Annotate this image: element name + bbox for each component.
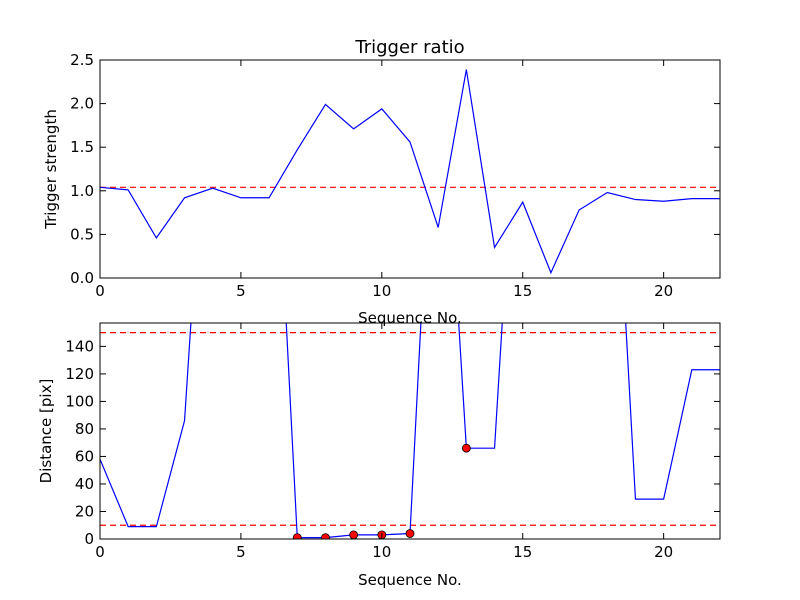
trigger-ratio-subplot: Trigger ratio 0 5 10 15 20 0.0 0.5 1.0 1.5 2.0 2.5…	[42, 37, 721, 327]
y-tick-label: 0.0	[70, 269, 94, 287]
plot-frame	[99, 59, 721, 279]
y-tick-label: 100	[65, 392, 94, 410]
y-tick-label: 2.0	[70, 95, 94, 113]
plot-frame	[99, 322, 721, 540]
y-tick-label: 60	[75, 447, 94, 465]
y-axis-label: Distance [pix]	[37, 379, 55, 484]
y-tick-label: 1.0	[70, 182, 94, 200]
x-tick-label: 5	[236, 543, 246, 561]
x-tick-label: 15	[513, 282, 532, 300]
data-point-marker	[321, 533, 330, 539]
y-tick-label: 0.5	[70, 225, 94, 243]
x-tick-label: 0	[95, 543, 105, 561]
y-tick-label: 0	[84, 530, 94, 548]
x-axis-label: Sequence No.	[358, 309, 462, 327]
x-tick-label: 5	[236, 282, 246, 300]
x-tick-label: 15	[513, 543, 532, 561]
data-point-marker	[461, 443, 471, 453]
y-tick-label: 140	[65, 337, 94, 355]
y-tick-label: 2.5	[70, 51, 94, 69]
y-tick-label: 1.5	[70, 138, 94, 156]
y-axis-label: Trigger strength	[42, 109, 60, 230]
x-axis-label: Sequence No.	[358, 571, 462, 589]
x-tick-label: 0	[95, 282, 105, 300]
y-tick-label: 120	[65, 365, 94, 383]
x-tick-label: 10	[372, 282, 391, 300]
y-tick-label: 40	[75, 475, 94, 493]
data-point-marker	[292, 533, 302, 539]
x-tick-label: 20	[654, 282, 673, 300]
chart-title: Trigger ratio	[354, 37, 464, 58]
y-tick-label: 80	[75, 420, 94, 438]
y-tick-label: 20	[75, 502, 94, 520]
series-line	[100, 69, 720, 275]
data-point-marker	[349, 530, 359, 539]
x-tick-label: 10	[372, 543, 391, 561]
data-point-marker	[405, 529, 415, 538]
x-tick-label: 20	[654, 543, 673, 561]
series-line	[100, 323, 720, 539]
